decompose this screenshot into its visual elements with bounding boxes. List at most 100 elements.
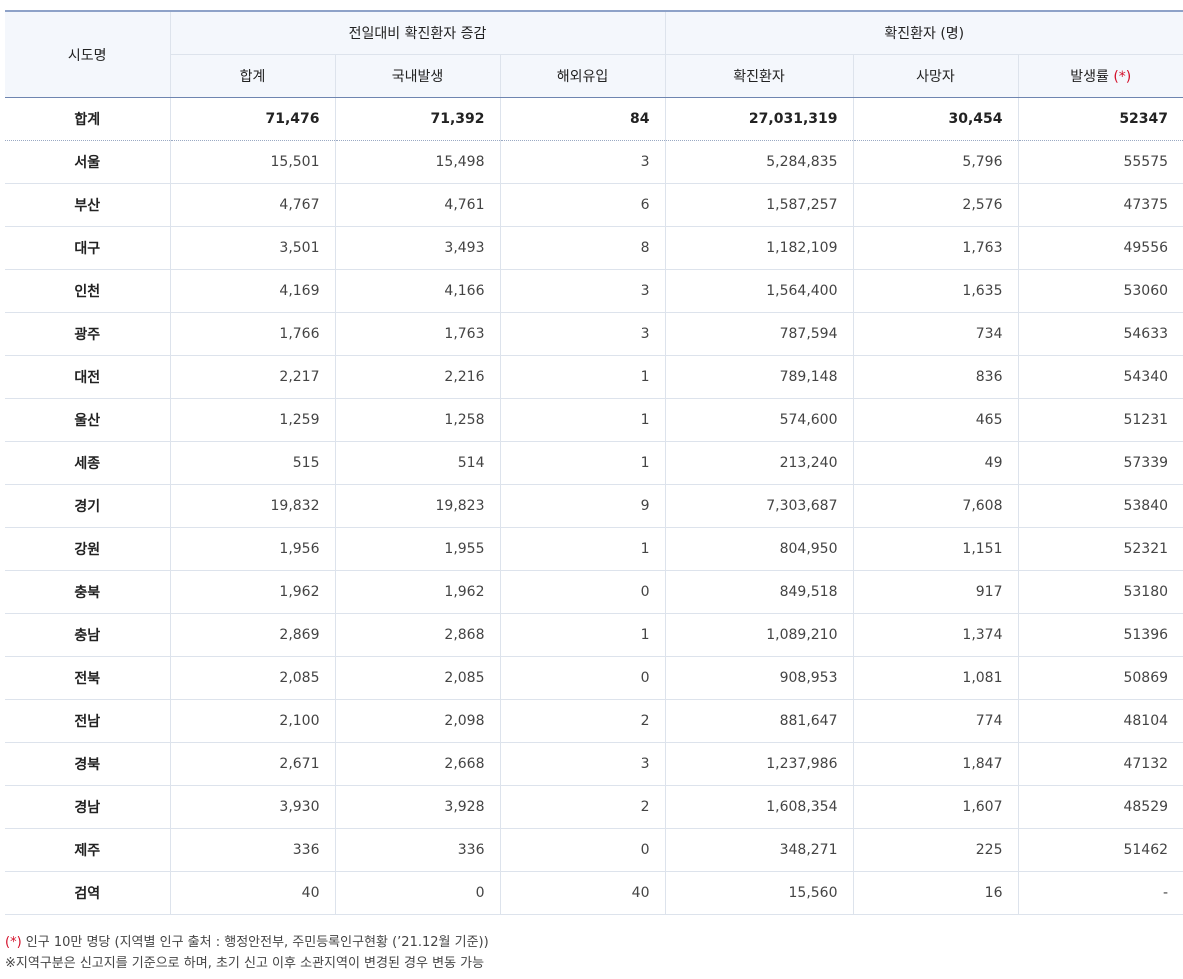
header-incidence: 발생률 (*) [1018, 54, 1183, 98]
cell-imported: 1 [500, 527, 666, 571]
cell-domestic: 2,868 [335, 613, 501, 657]
cell-imported: 1 [500, 355, 666, 399]
cell-confirmed: 1,089,210 [665, 613, 854, 657]
table-row: 검역 40 0 40 15,560 16- [5, 871, 1183, 915]
cell-confirmed: 881,647 [665, 699, 854, 743]
cell-domestic: 3,928 [335, 785, 501, 829]
table-row: 인천 4,169 4,166 3 1,564,400 1,635 53060 [5, 269, 1183, 313]
cell-domestic: 0 [335, 871, 501, 915]
cell-incidence: 47375 [1018, 183, 1183, 227]
cell-region: 대전 [5, 355, 171, 399]
cell-incidence: 49556 [1018, 226, 1183, 270]
cell-imported: 3 [500, 742, 666, 786]
cell-imported: 9 [500, 484, 666, 528]
table-row: 충북 1,962 1,962 0 849,518 917 53180 [5, 570, 1183, 614]
cell-sum: 3,501 [170, 226, 336, 270]
cell-region: 제주 [5, 828, 171, 872]
cell-deaths: 1,635 [853, 269, 1019, 313]
cell-sum: 1,962 [170, 570, 336, 614]
header-group-confirmed: 확진환자 (명) [665, 10, 1183, 55]
cell-domestic: 19,823 [335, 484, 501, 528]
cell-deaths: 774 [853, 699, 1019, 743]
table-header: 시도명 전일대비 확진환자 증감 확진환자 (명) 합계 국내발생 해외유입 확… [5, 10, 1183, 98]
cell-sum: 2,869 [170, 613, 336, 657]
cell-incidence: 51462 [1018, 828, 1183, 872]
cell-confirmed: 804,950 [665, 527, 854, 571]
cell-region: 울산 [5, 398, 171, 442]
cell-imported: 84 [500, 97, 666, 141]
cell-confirmed: 27,031,319 [665, 97, 854, 141]
table-row: 대구 3,501 3,493 8 1,182,109 1,763 49556 [5, 226, 1183, 270]
footnotes: (*) 인구 10만 명당 (지역별 인구 출처 : 행정안전부, 주민등록인구… [5, 932, 489, 974]
table-row: 부산 4,767 4,761 6 1,587,257 2,576 47375 [5, 183, 1183, 227]
header-sum: 합계 [170, 54, 336, 98]
cell-sum: 4,169 [170, 269, 336, 313]
cell-imported: 1 [500, 613, 666, 657]
cell-confirmed: 1,587,257 [665, 183, 854, 227]
cell-sum: 336 [170, 828, 336, 872]
cell-domestic: 336 [335, 828, 501, 872]
cell-deaths: 1,151 [853, 527, 1019, 571]
cell-sum: 2,217 [170, 355, 336, 399]
cell-incidence: 55575 [1018, 140, 1183, 184]
header-incidence-label: 발생률 [1070, 69, 1109, 85]
cell-incidence: 51231 [1018, 398, 1183, 442]
header-domestic: 국내발생 [335, 54, 501, 98]
cell-region: 세종 [5, 441, 171, 485]
footnote-text-1: 인구 10만 명당 (지역별 인구 출처 : 행정안전부, 주민등록인구현황 (… [21, 935, 489, 950]
cell-domestic: 1,962 [335, 570, 501, 614]
cell-domestic: 3,493 [335, 226, 501, 270]
cell-sum: 1,259 [170, 398, 336, 442]
cell-sum: 4,767 [170, 183, 336, 227]
cell-deaths: 1,374 [853, 613, 1019, 657]
cell-region: 인천 [5, 269, 171, 313]
cell-region: 충남 [5, 613, 171, 657]
cell-incidence: 48104 [1018, 699, 1183, 743]
cell-imported: 0 [500, 570, 666, 614]
cell-region: 강원 [5, 527, 171, 571]
header-region: 시도명 [5, 10, 171, 98]
cell-sum: 15,501 [170, 140, 336, 184]
cell-domestic: 1,763 [335, 312, 501, 356]
cell-deaths: 225 [853, 828, 1019, 872]
table-row: 강원 1,956 1,955 1 804,950 1,151 52321 [5, 527, 1183, 571]
cell-sum: 2,100 [170, 699, 336, 743]
cell-confirmed: 787,594 [665, 312, 854, 356]
cell-imported: 1 [500, 398, 666, 442]
table-body: 합계 71,476 71,392 84 27,031,319 30,454 52… [5, 97, 1183, 915]
cell-domestic: 2,668 [335, 742, 501, 786]
cell-domestic: 514 [335, 441, 501, 485]
table-row: 경기 19,832 19,823 9 7,303,687 7,608 53840 [5, 484, 1183, 528]
cell-incidence: 47132 [1018, 742, 1183, 786]
cell-domestic: 71,392 [335, 97, 501, 141]
cell-incidence: 52347 [1018, 97, 1183, 141]
cell-confirmed: 789,148 [665, 355, 854, 399]
cell-sum: 40 [170, 871, 336, 915]
cell-domestic: 2,098 [335, 699, 501, 743]
table-row: 제주 336 336 0 348,271 225 51462 [5, 828, 1183, 872]
cell-sum: 1,956 [170, 527, 336, 571]
cell-confirmed: 1,608,354 [665, 785, 854, 829]
cell-deaths: 1,081 [853, 656, 1019, 700]
cell-imported: 3 [500, 269, 666, 313]
cell-deaths: 16 [853, 871, 1019, 915]
cell-sum: 515 [170, 441, 336, 485]
cell-imported: 0 [500, 828, 666, 872]
cell-deaths: 5,796 [853, 140, 1019, 184]
cell-domestic: 1,258 [335, 398, 501, 442]
cell-region: 전남 [5, 699, 171, 743]
cell-sum: 2,671 [170, 742, 336, 786]
cell-confirmed: 7,303,687 [665, 484, 854, 528]
cell-region: 광주 [5, 312, 171, 356]
cell-imported: 1 [500, 441, 666, 485]
cell-incidence: 51396 [1018, 613, 1183, 657]
cell-domestic: 1,955 [335, 527, 501, 571]
header-confirmed: 확진환자 [665, 54, 854, 98]
cell-domestic: 2,216 [335, 355, 501, 399]
cell-deaths: 836 [853, 355, 1019, 399]
table-row: 전북 2,085 2,085 0 908,953 1,081 50869 [5, 656, 1183, 700]
header-imported: 해외유입 [500, 54, 666, 98]
header-incidence-mark: (*) [1113, 69, 1132, 85]
cell-confirmed: 213,240 [665, 441, 854, 485]
cell-region: 전북 [5, 656, 171, 700]
